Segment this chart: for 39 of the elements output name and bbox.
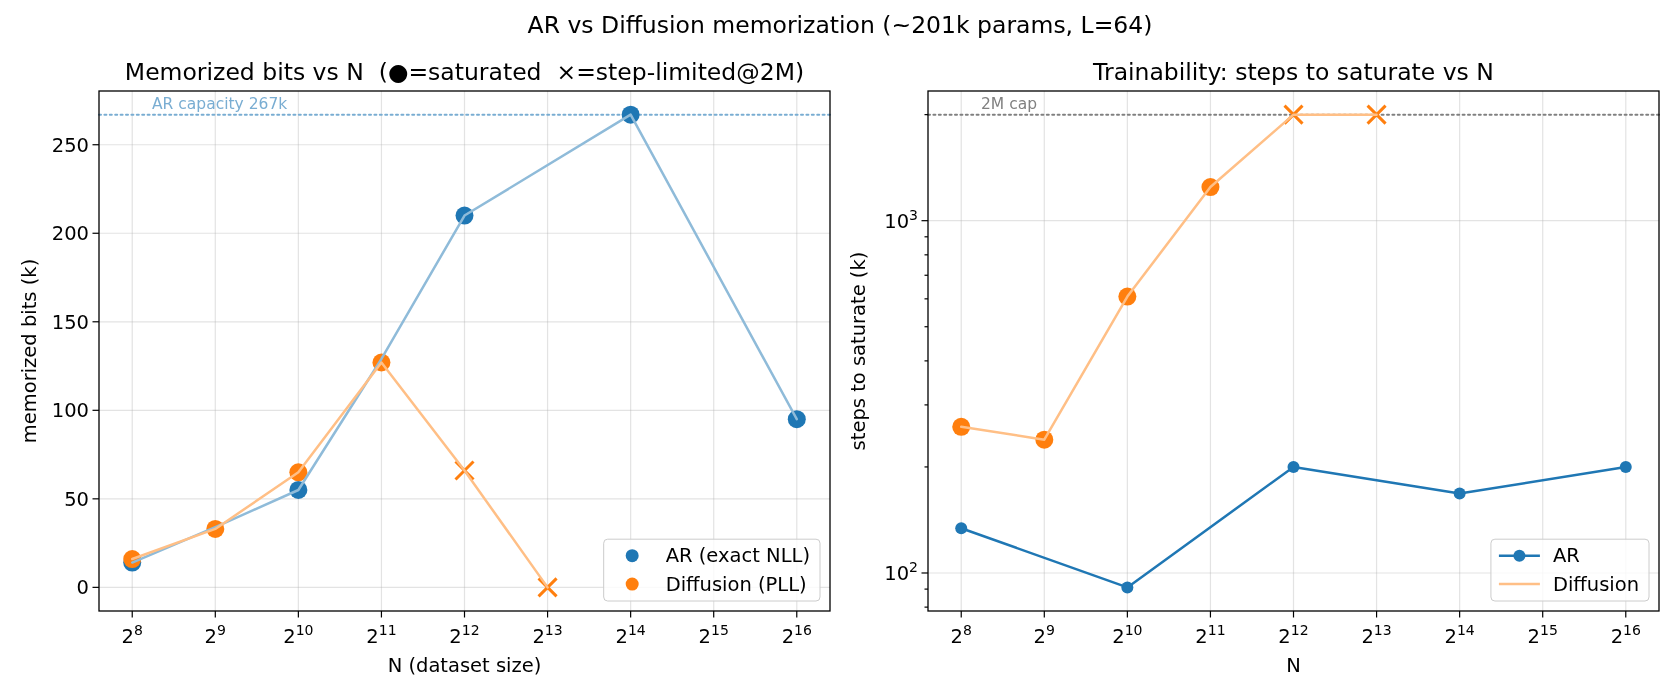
legend-label: Diffusion (PLL)	[665, 572, 807, 596]
x-tick-label: 2$^{10}$	[283, 622, 314, 648]
y-tick-label: 10$^{3}$	[884, 206, 918, 233]
x-tick-label: 2$^{12}$	[449, 622, 480, 648]
legend-label: Diffusion	[1552, 572, 1639, 596]
x-axis-title: N (dataset size)	[387, 654, 542, 677]
y-axis-title: steps to saturate (k)	[847, 251, 870, 451]
y-tick-label: 250	[51, 133, 89, 157]
y-tick-label: 50	[64, 487, 89, 511]
x-tick-label: 2$^{11}$	[1195, 622, 1226, 648]
y-tick-label: 10$^{2}$	[884, 558, 918, 585]
x-tick-label: 2$^{11}$	[366, 622, 397, 648]
legend-label: AR (exact NLL)	[665, 544, 810, 568]
x-tick-label: 2$^{13}$	[532, 622, 563, 648]
x-tick-label: 2$^{16}$	[1610, 622, 1641, 648]
y-tick-label: 150	[51, 310, 89, 334]
legend-label: AR	[1552, 544, 1580, 568]
x-tick-label: 2$^{9}$	[1033, 622, 1055, 648]
chart-title: Memorized bits vs N (●=saturated ×=step-limited@2M)	[124, 58, 805, 86]
x-tick-label: 2$^{10}$	[1112, 622, 1143, 648]
y-tick-label: 100	[51, 399, 89, 423]
y-tick-label: 200	[51, 222, 89, 246]
x-tick-label: 2$^{14}$	[1444, 622, 1475, 648]
x-tick-label: 2$^{15}$	[698, 622, 729, 648]
x-tick-label: 2$^{8}$	[950, 622, 972, 648]
x-axis-title: N	[1286, 654, 1301, 677]
chart-title: Trainability: steps to saturate vs N	[1092, 58, 1494, 86]
x-tick-label: 2$^{16}$	[781, 622, 812, 648]
x-tick-label: 2$^{14}$	[615, 622, 646, 648]
x-tick-label: 2$^{13}$	[1361, 622, 1392, 648]
x-tick-label: 2$^{12}$	[1278, 622, 1309, 648]
x-tick-label: 2$^{8}$	[121, 622, 143, 648]
y-axis-title: memorized bits (k)	[18, 258, 41, 444]
ref-line-label: 2M cap	[981, 94, 1038, 113]
text: AR vs Diffusion memorization (~201k params, L=64)	[527, 11, 1153, 39]
x-tick-label: 2$^{15}$	[1527, 622, 1558, 648]
ref-line-label: AR capacity 267k	[152, 94, 288, 113]
y-tick-label: 0	[76, 576, 89, 600]
x-tick-label: 2$^{9}$	[204, 622, 226, 648]
